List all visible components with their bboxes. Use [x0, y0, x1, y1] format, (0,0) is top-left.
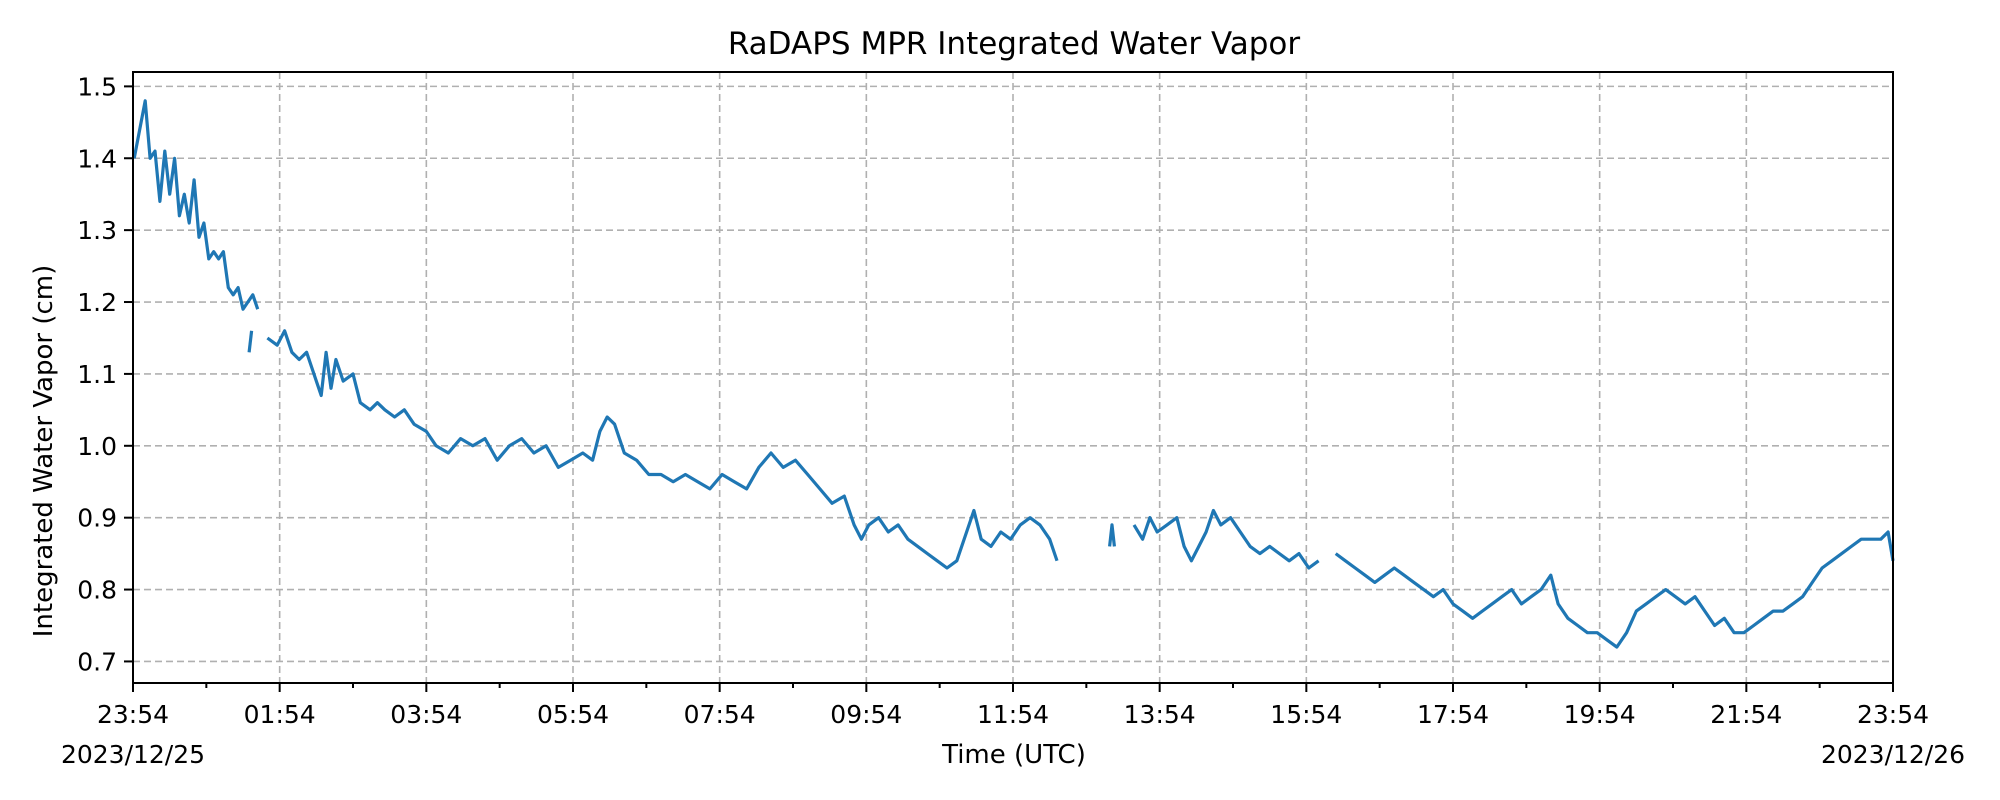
- x-tick-label: 01:54: [244, 700, 316, 729]
- y-tick-label: 1.3: [77, 216, 117, 245]
- y-axis: 0.7 0.8 0.9 1.0 1.1 1.2 1.3 1.4 1.5: [77, 72, 133, 676]
- y-tick-label: 1.5: [77, 72, 117, 101]
- series-line-segment: [1334, 530, 1895, 649]
- y-tick-label: 0.8: [77, 576, 117, 605]
- x-tick-date-label: 2023/12/26: [1821, 740, 1965, 769]
- x-tick-label: 13:54: [1124, 700, 1196, 729]
- series-line-segment: [1108, 523, 1116, 547]
- grid-lines: [133, 72, 1893, 683]
- x-tick-label: 19:54: [1564, 700, 1636, 729]
- x-tick-label: 11:54: [977, 700, 1049, 729]
- x-tick-label: 07:54: [684, 700, 756, 729]
- y-tick-label: 0.7: [77, 647, 117, 676]
- series-line-segment: [266, 329, 1059, 570]
- y-tick-label: 1.2: [77, 288, 117, 317]
- x-tick-label: 21:54: [1710, 700, 1782, 729]
- y-tick-label: 1.0: [77, 432, 117, 461]
- y-tick-label: 0.9: [77, 504, 117, 533]
- series-line-segment: [247, 330, 254, 353]
- series-line-segment: [132, 99, 260, 311]
- x-tick-label: 05:54: [537, 700, 609, 729]
- series-iwv: [132, 99, 1895, 649]
- y-axis-label: Integrated Water Vapor (cm): [29, 265, 59, 638]
- x-tick-date-label: 2023/12/25: [61, 740, 205, 769]
- y-tick-label: 1.4: [77, 144, 117, 173]
- x-tick-label: 09:54: [830, 700, 902, 729]
- chart-title: RaDAPS MPR Integrated Water Vapor: [728, 26, 1301, 62]
- x-tick-label: 03:54: [390, 700, 462, 729]
- x-tick-label: 15:54: [1270, 700, 1342, 729]
- x-tick-label: 23:54: [1857, 700, 1929, 729]
- x-tick-label: 23:54: [97, 700, 169, 729]
- x-axis-label: Time (UTC): [941, 740, 1086, 770]
- x-axis: 23:54 2023/12/25 01:54 03:54 05:54 07:54 09:54…: [61, 683, 1965, 769]
- y-tick-label: 1.1: [77, 360, 117, 389]
- series-line-segment: [1132, 508, 1320, 570]
- x-tick-label: 17:54: [1417, 700, 1489, 729]
